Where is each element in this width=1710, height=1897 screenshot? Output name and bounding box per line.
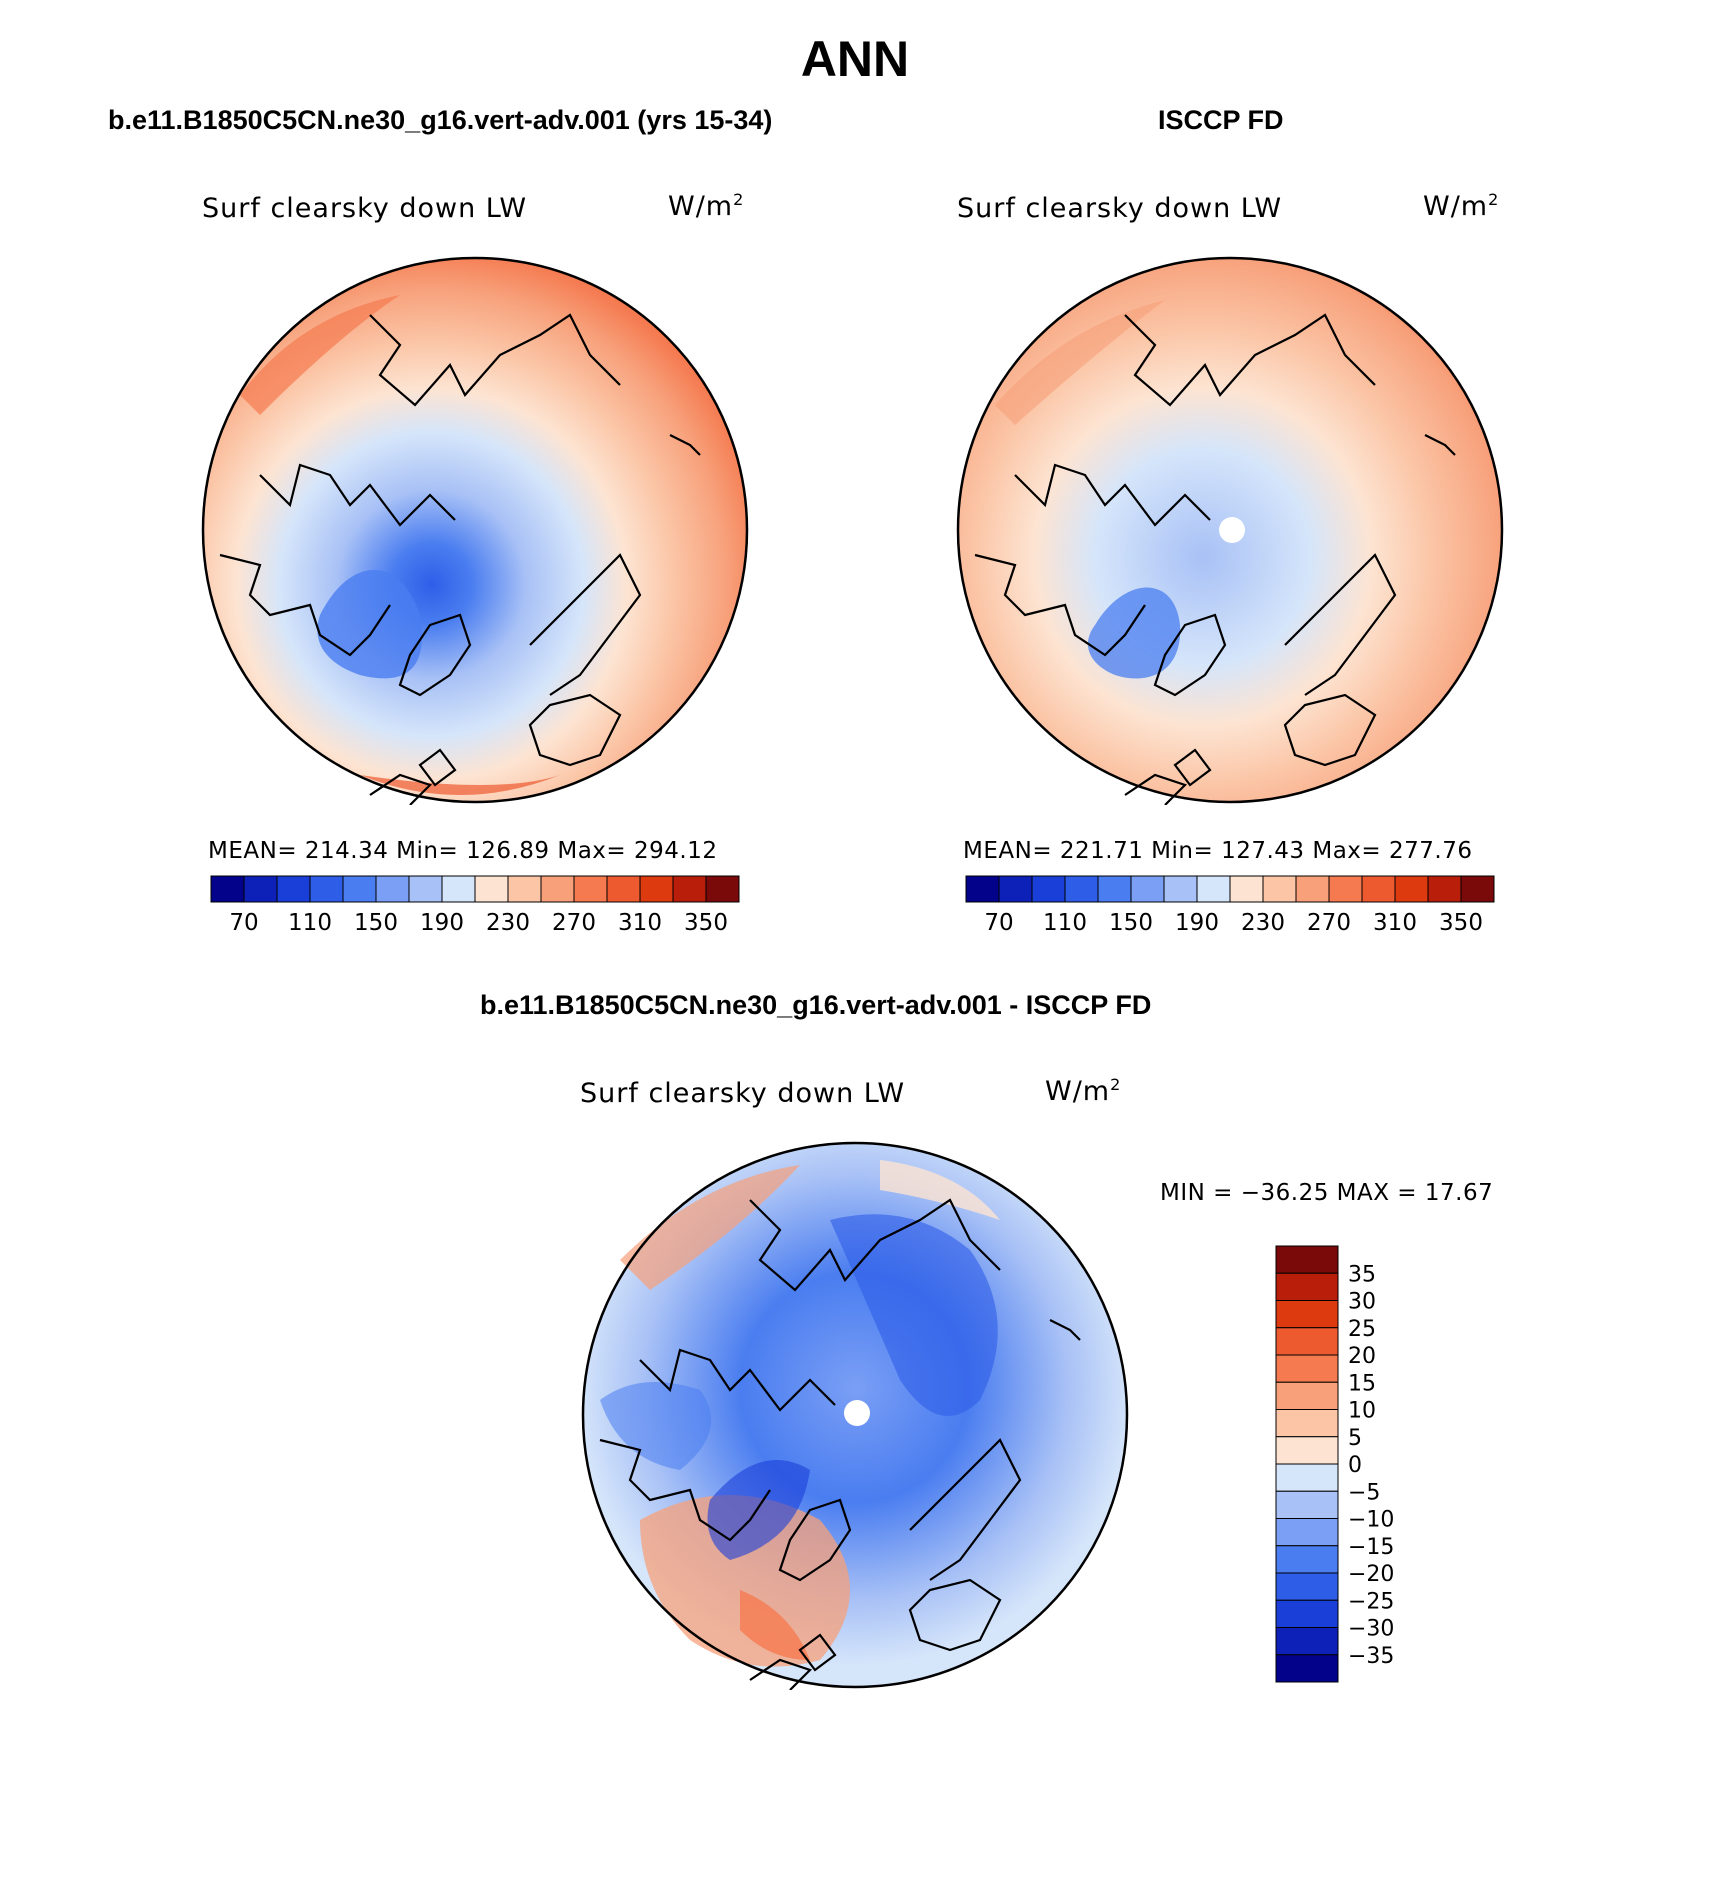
panel-3-stats: MIN = −36.25 MAX = 17.67 bbox=[1160, 1180, 1494, 1206]
panel-3-units: W/m2 bbox=[1045, 1075, 1122, 1107]
colorbar-swatch bbox=[998, 875, 1033, 903]
panel-1-polar-map bbox=[201, 256, 749, 805]
colorbar-swatch bbox=[1275, 1627, 1339, 1656]
colorbar-tick-label: −10 bbox=[1348, 1508, 1394, 1533]
colorbar-swatch bbox=[342, 875, 377, 903]
colorbar-swatch bbox=[1295, 875, 1330, 903]
colorbar-swatch bbox=[1275, 1490, 1339, 1519]
panel-2-units: W/m2 bbox=[1423, 190, 1500, 222]
colorbar-swatch bbox=[1275, 1245, 1339, 1274]
colorbar-tick-label: 0 bbox=[1348, 1453, 1362, 1478]
colorbar-swatch bbox=[1275, 1654, 1339, 1683]
colorbar-swatch bbox=[1394, 875, 1429, 903]
colorbar-tick-label: 230 bbox=[1241, 910, 1285, 935]
colorbar-swatch bbox=[1275, 1545, 1339, 1574]
colorbar-swatch bbox=[1275, 1436, 1339, 1465]
colorbar-tick-label: −15 bbox=[1348, 1535, 1394, 1560]
colorbar-tick-label: 70 bbox=[229, 910, 258, 935]
colorbar-swatch bbox=[276, 875, 311, 903]
colorbar-tick-label: 150 bbox=[1109, 910, 1153, 935]
colorbar-swatch bbox=[1275, 1272, 1339, 1301]
colorbar-tick-label: 350 bbox=[684, 910, 728, 935]
colorbar-swatch bbox=[1275, 1518, 1339, 1547]
colorbar-swatch bbox=[1460, 875, 1495, 903]
colorbar-tick-label: 270 bbox=[1307, 910, 1351, 935]
colorbar-tick-label: 70 bbox=[984, 910, 1013, 935]
figure-title: ANN bbox=[800, 31, 910, 87]
colorbar-swatch bbox=[1262, 875, 1297, 903]
colorbar-tick-label: 310 bbox=[618, 910, 662, 935]
panel-1-stats: MEAN= 214.34 Min= 126.89 Max= 294.12 bbox=[208, 838, 718, 864]
colorbar-swatch bbox=[1275, 1409, 1339, 1438]
colorbar-swatch bbox=[1196, 875, 1231, 903]
panel-2-stats: MEAN= 221.71 Min= 127.43 Max= 277.76 bbox=[963, 838, 1473, 864]
colorbar-swatch bbox=[1275, 1300, 1339, 1329]
panel-1-title: b.e11.B1850C5CN.ne30_g16.vert-adv.001 (y… bbox=[108, 105, 773, 135]
colorbar-tick-label: 10 bbox=[1348, 1399, 1376, 1424]
colorbar-tick-label: 150 bbox=[354, 910, 398, 935]
colorbar-tick-label: 110 bbox=[1043, 910, 1087, 935]
panel-2-colorbar: 70 110 150 190 230 270 310 350 bbox=[965, 875, 1495, 935]
colorbar-tick-label: 190 bbox=[1175, 910, 1219, 935]
colorbar-tick-label: −25 bbox=[1348, 1589, 1394, 1614]
colorbar-tick-label: 25 bbox=[1348, 1317, 1376, 1342]
colorbar-swatch bbox=[639, 875, 674, 903]
colorbar-swatch bbox=[507, 875, 542, 903]
colorbar-swatch bbox=[1064, 875, 1099, 903]
colorbar-swatch bbox=[1163, 875, 1198, 903]
colorbar-swatch bbox=[375, 875, 410, 903]
panel-3-variable-label: Surf clearsky down LW bbox=[580, 1078, 906, 1109]
colorbar-swatch bbox=[1229, 875, 1264, 903]
colorbar-swatch bbox=[1427, 875, 1462, 903]
colorbar-tick-label: 20 bbox=[1348, 1344, 1376, 1369]
colorbar-swatch bbox=[1031, 875, 1066, 903]
colorbar-tick-label: −20 bbox=[1348, 1562, 1394, 1587]
colorbar-swatch bbox=[1275, 1463, 1339, 1492]
panel-3-polar-map bbox=[581, 1141, 1129, 1690]
colorbar-swatch bbox=[1328, 875, 1363, 903]
panel-1-colorbar: 70 110 150 190 230 270 310 350 bbox=[210, 875, 740, 935]
colorbar-swatch bbox=[1361, 875, 1396, 903]
colorbar-tick-label: 190 bbox=[420, 910, 464, 935]
colorbar-swatch bbox=[1275, 1354, 1339, 1383]
colorbar-tick-label: 110 bbox=[288, 910, 332, 935]
colorbar-swatch bbox=[540, 875, 575, 903]
colorbar-tick-label: 35 bbox=[1348, 1262, 1376, 1287]
colorbar-swatch bbox=[1275, 1327, 1339, 1356]
colorbar-swatch bbox=[441, 875, 476, 903]
colorbar-swatch bbox=[309, 875, 344, 903]
panel-1-units: W/m2 bbox=[668, 190, 745, 222]
colorbar-swatch bbox=[1275, 1599, 1339, 1628]
colorbar-swatch bbox=[243, 875, 278, 903]
colorbar-tick-label: 230 bbox=[486, 910, 530, 935]
panel-2-polar-map bbox=[956, 256, 1504, 805]
colorbar-swatch bbox=[573, 875, 608, 903]
colorbar-swatch bbox=[705, 875, 740, 903]
colorbar-swatch bbox=[965, 875, 1000, 903]
panel-3-title: b.e11.B1850C5CN.ne30_g16.vert-adv.001 - … bbox=[480, 990, 1152, 1020]
colorbar-swatch bbox=[474, 875, 509, 903]
colorbar-swatch bbox=[672, 875, 707, 903]
colorbar-swatch bbox=[1275, 1381, 1339, 1410]
colorbar-swatch bbox=[408, 875, 443, 903]
colorbar-tick-label: 15 bbox=[1348, 1371, 1376, 1396]
panel-1-variable-label: Surf clearsky down LW bbox=[202, 193, 528, 224]
colorbar-swatch bbox=[1130, 875, 1165, 903]
colorbar-tick-label: 310 bbox=[1373, 910, 1417, 935]
colorbar-swatch bbox=[606, 875, 641, 903]
colorbar-tick-label: 350 bbox=[1439, 910, 1483, 935]
panel-2-title: ISCCP FD bbox=[1158, 105, 1284, 135]
colorbar-tick-label: 5 bbox=[1348, 1426, 1362, 1451]
colorbar-tick-label: −5 bbox=[1348, 1480, 1380, 1505]
colorbar-swatch bbox=[1097, 875, 1132, 903]
panel-2-variable-label: Surf clearsky down LW bbox=[957, 193, 1283, 224]
colorbar-tick-label: −30 bbox=[1348, 1617, 1394, 1642]
colorbar-tick-label: −35 bbox=[1348, 1644, 1394, 1669]
colorbar-swatch bbox=[210, 875, 245, 903]
colorbar-tick-label: 270 bbox=[552, 910, 596, 935]
colorbar-swatch bbox=[1275, 1572, 1339, 1601]
colorbar-tick-label: 30 bbox=[1348, 1290, 1376, 1315]
